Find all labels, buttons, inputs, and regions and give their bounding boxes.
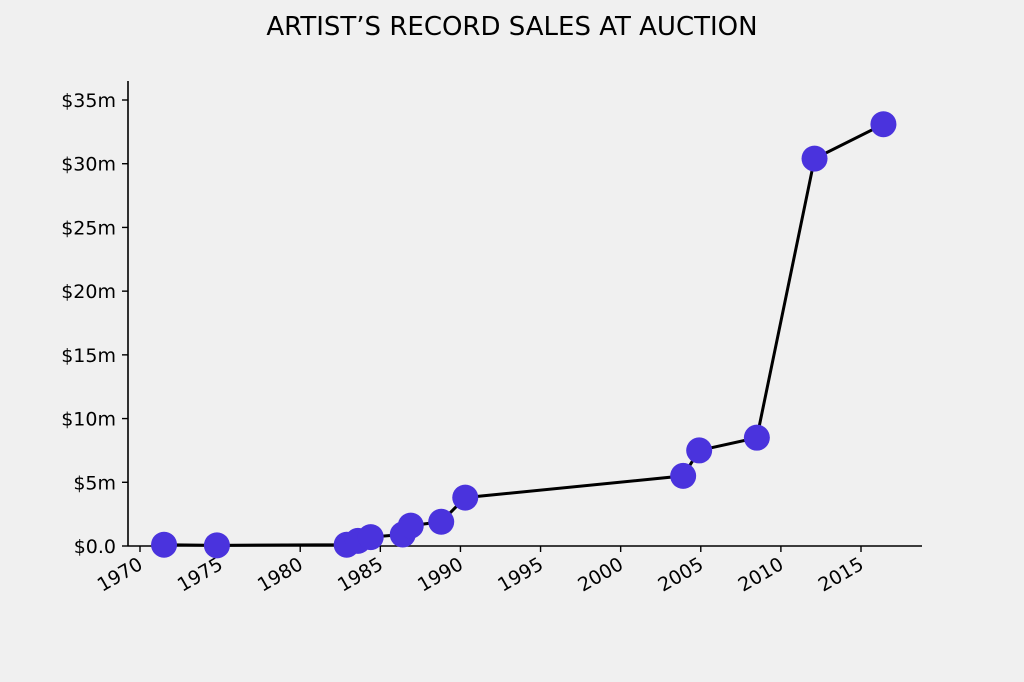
data-point <box>452 484 479 511</box>
data-point <box>397 512 424 539</box>
x-tick-label: 2000 <box>574 553 627 596</box>
data-point <box>870 111 897 138</box>
x-tick-label: 1995 <box>494 553 547 596</box>
x-tick-label: 1985 <box>334 553 387 596</box>
x-tick-label: 1980 <box>254 553 307 596</box>
data-point <box>203 532 230 559</box>
data-point <box>670 462 697 489</box>
y-tick-label: $0.0 <box>74 536 116 558</box>
series-line <box>164 122 885 547</box>
x-tick-label: 2005 <box>654 553 707 596</box>
x-tick-label: 2015 <box>815 553 868 596</box>
x-tick-label: 1975 <box>174 553 227 596</box>
x-tick-label: 1970 <box>94 553 147 596</box>
data-point <box>686 437 713 464</box>
data-point <box>151 531 178 558</box>
y-tick-label: $25m <box>61 217 116 239</box>
data-point <box>428 508 455 535</box>
y-tick-label: $30m <box>61 154 116 176</box>
chart-title: ARTIST’S RECORD SALES AT AUCTION <box>266 12 757 42</box>
data-point <box>801 145 828 172</box>
y-tick-label: $20m <box>61 281 116 303</box>
y-tick-label: $5m <box>73 472 116 494</box>
data-point <box>743 424 770 451</box>
x-tick-label: 1990 <box>414 553 467 596</box>
y-tick-label: $15m <box>61 345 116 367</box>
y-tick-label: $10m <box>61 409 116 431</box>
y-tick-label: $35m <box>61 90 116 112</box>
data-point <box>357 524 384 551</box>
x-tick-label: 2010 <box>735 553 788 596</box>
